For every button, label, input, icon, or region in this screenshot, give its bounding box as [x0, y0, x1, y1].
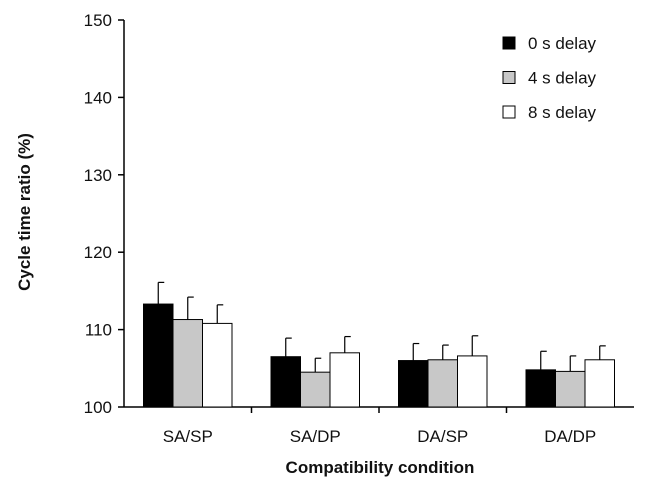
y-axis-title: Cycle time ratio (%): [15, 133, 34, 291]
y-tick-label: 130: [84, 166, 112, 185]
y-tick-label: 150: [84, 11, 112, 30]
bar: [584, 359, 615, 408]
y-tick-label: 140: [84, 88, 112, 107]
bar: [202, 322, 233, 408]
y-tick-label: 110: [85, 321, 112, 340]
legend-label: 8 s delay: [528, 103, 597, 122]
bar: [457, 355, 488, 408]
bar: [300, 371, 331, 408]
x-tick-label: DA/SP: [417, 427, 468, 446]
bar: [329, 352, 360, 408]
bar: [270, 356, 301, 408]
bar: [525, 369, 556, 408]
bars: [143, 281, 615, 408]
legend-label: 0 s delay: [528, 34, 597, 53]
x-tick-label: SA/DP: [290, 427, 341, 446]
y-tick-label: 100: [84, 398, 112, 417]
legend-swatch: [502, 71, 516, 84]
legend-label: 4 s delay: [528, 69, 597, 88]
axes: 100 110 120 130 140 150 SA/SP SA/DP DA/SP DA/DP: [84, 11, 634, 446]
bar: [398, 360, 429, 408]
x-tick-label: SA/SP: [163, 427, 213, 446]
bar: [143, 303, 174, 408]
legend-swatch: [502, 36, 516, 50]
legend-swatch: [502, 105, 516, 119]
x-tick-label: DA/DP: [544, 427, 596, 446]
bar: [172, 319, 203, 408]
x-axis-title: Compatibility condition: [286, 458, 475, 477]
bar: [427, 359, 458, 408]
bar: [555, 370, 586, 408]
y-tick-label: 120: [84, 243, 112, 262]
legend: 0 s delay 4 s delay 8 s delay: [502, 34, 597, 122]
